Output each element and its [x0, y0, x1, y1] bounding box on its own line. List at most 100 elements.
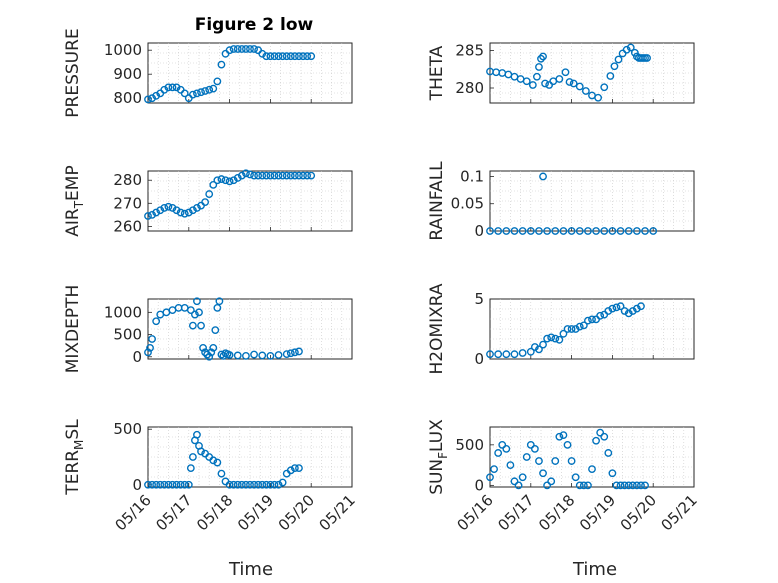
data-point: [168, 204, 177, 212]
data-point: [569, 79, 578, 88]
data-point: [567, 457, 576, 465]
data-point: [596, 311, 605, 320]
data-point: [225, 480, 234, 489]
data-point: [584, 316, 592, 325]
data-point: [213, 303, 222, 312]
data-point: [197, 321, 205, 330]
data-point: [498, 440, 507, 449]
data-point: [612, 303, 621, 312]
data-point: [193, 297, 201, 306]
data-point: [551, 334, 560, 343]
x-tick-label: 05/16: [112, 491, 155, 534]
y-axis-label-part: AIR: [63, 208, 83, 237]
data-point: [641, 481, 649, 490]
data-point: [242, 351, 250, 360]
data-point: [160, 204, 169, 212]
data-point: [246, 170, 254, 179]
data-point: [184, 480, 193, 489]
data-point: [172, 83, 181, 92]
subplot-4: 0 0.05 0.1 RAINFALL: [427, 161, 695, 241]
data-point: [282, 350, 291, 359]
y-axis-label: AIRTEMP: [63, 165, 86, 236]
data-point: [486, 350, 494, 359]
data-point: [286, 171, 295, 180]
x-tick-label: 05/16: [454, 491, 497, 534]
y-tick-label: 900: [113, 65, 142, 83]
data-point: [270, 171, 279, 180]
data-point: [575, 227, 584, 235]
data-point: [571, 325, 580, 333]
data-point: [242, 45, 250, 53]
y-tick-label: 500: [113, 420, 142, 438]
data-point: [307, 52, 316, 61]
data-point: [225, 351, 234, 359]
data-point: [539, 469, 547, 478]
data-point: [526, 440, 535, 449]
subplot-6: 0 5 H2OMIXRA: [427, 283, 695, 375]
data-point: [160, 480, 169, 489]
data-point: [193, 89, 201, 98]
data-point: [229, 176, 238, 185]
data-point: [535, 345, 543, 354]
data-point: [522, 77, 531, 86]
data-point: [561, 68, 570, 77]
data-point: [160, 85, 169, 94]
data-point: [612, 481, 621, 490]
data-point: [156, 480, 165, 489]
data-point: [229, 45, 238, 53]
data-point: [535, 457, 543, 465]
data-point: [199, 343, 207, 352]
y-tick-label: 0: [132, 476, 142, 494]
data-point: [186, 306, 195, 315]
data-point: [250, 171, 258, 180]
data-point: [628, 481, 637, 490]
data-point: [518, 349, 527, 357]
data-point: [543, 481, 552, 490]
data-point: [604, 307, 613, 315]
data-point: [555, 335, 564, 344]
data-point: [494, 449, 503, 457]
data-point: [188, 453, 197, 461]
data-point: [608, 469, 617, 478]
data-point: [584, 481, 592, 490]
data-point: [262, 52, 271, 61]
data-point: [258, 171, 267, 180]
data-point: [637, 481, 645, 490]
data-point: [295, 171, 303, 180]
data-point: [526, 347, 535, 356]
data-point: [604, 449, 613, 457]
data-point: [551, 457, 560, 465]
data-point: [494, 350, 503, 359]
data-point: [237, 480, 246, 489]
data-point: [221, 176, 230, 185]
data-point: [592, 227, 600, 235]
y-axis-label: H2OMIXRA: [427, 283, 447, 374]
data-point: [622, 45, 631, 54]
data-point: [494, 227, 503, 235]
data-point: [588, 465, 596, 474]
data-point: [278, 52, 287, 61]
data-point: [191, 310, 199, 319]
y-tick-label: 5: [474, 290, 484, 308]
data-point: [579, 481, 588, 490]
data-point: [266, 480, 275, 489]
data-point: [213, 77, 222, 86]
data-point: [584, 227, 592, 235]
data-point: [274, 171, 283, 180]
y-tick-label: 270: [113, 194, 142, 212]
y-tick-label: 280: [455, 79, 484, 97]
data-point: [254, 171, 263, 180]
data-point: [571, 473, 580, 482]
data-point: [152, 317, 161, 326]
data-point: [209, 456, 218, 465]
data-point: [606, 72, 615, 80]
data-point: [233, 351, 242, 360]
data-point: [630, 48, 639, 57]
data-point: [616, 481, 625, 490]
data-point: [186, 464, 195, 473]
data-point: [299, 52, 307, 61]
data-point: [486, 227, 494, 235]
